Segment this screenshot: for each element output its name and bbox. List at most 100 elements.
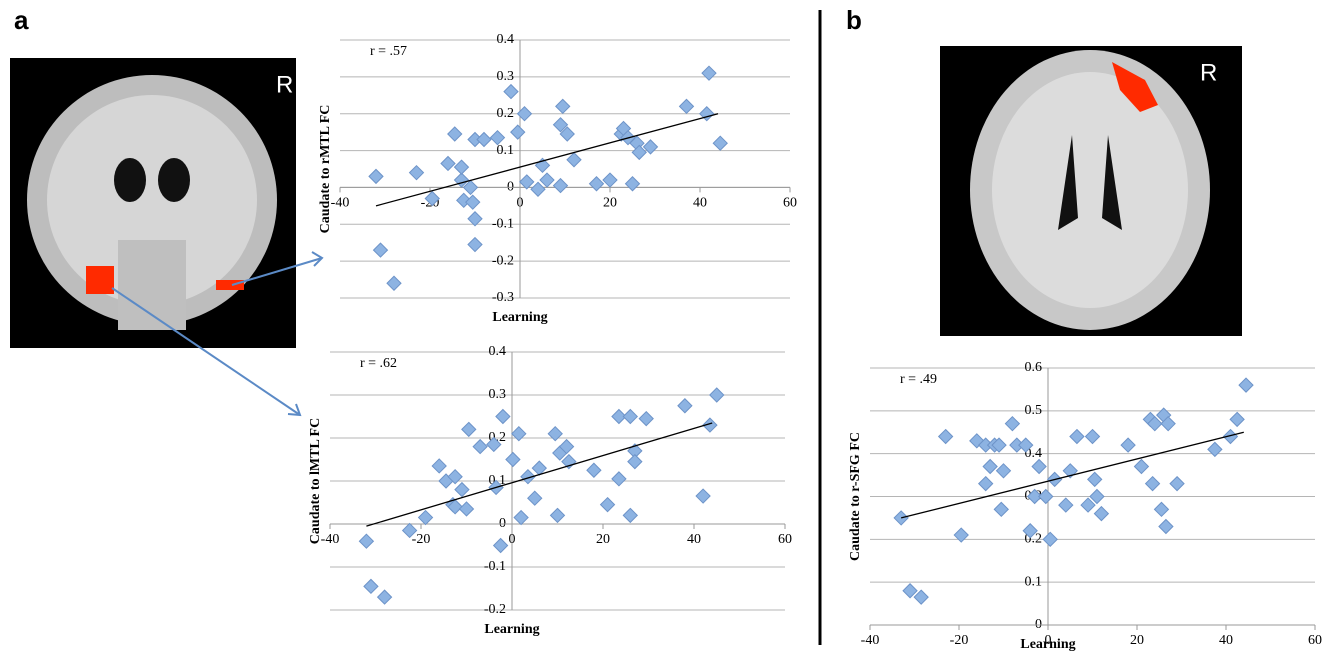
trendline <box>376 114 718 206</box>
y-tick-label: -0.3 <box>492 290 514 305</box>
annotation: r = .57 <box>370 44 407 59</box>
point <box>432 459 446 473</box>
point <box>1086 430 1100 444</box>
point <box>603 173 617 187</box>
y-tick-label: 0.5 <box>1025 403 1043 418</box>
x-tick-label: 20 <box>603 196 617 211</box>
x-tick-label: -40 <box>331 196 350 211</box>
point <box>612 472 626 486</box>
point <box>364 579 378 593</box>
point <box>512 427 526 441</box>
y-axis-title: Caudate to rMTL FC <box>318 105 333 234</box>
x-axis-title: Learning <box>1020 637 1075 652</box>
point <box>696 489 710 503</box>
point <box>680 99 694 113</box>
y-tick-label: 0.2 <box>497 106 515 121</box>
point <box>914 590 928 604</box>
point <box>678 399 692 413</box>
point <box>1170 477 1184 491</box>
point <box>1094 507 1108 521</box>
x-tick-label: 20 <box>596 532 610 547</box>
point <box>903 584 917 598</box>
y-axis-title: Caudate to r-SFG FC <box>848 432 863 561</box>
point <box>520 175 534 189</box>
point <box>528 491 542 505</box>
panel-label: b <box>846 5 862 35</box>
point <box>378 590 392 604</box>
x-tick-label: 40 <box>687 532 701 547</box>
point <box>639 412 653 426</box>
point <box>494 539 508 553</box>
point <box>994 502 1008 516</box>
y-tick-label: 0.1 <box>1025 574 1043 589</box>
x-axis-title: Learning <box>492 310 547 325</box>
point <box>702 66 716 80</box>
x-axis-title: Learning <box>484 622 539 637</box>
brain-axial: R <box>940 46 1242 336</box>
point <box>410 166 424 180</box>
y-tick-label: 0.3 <box>489 387 507 402</box>
point <box>374 243 388 257</box>
point <box>979 477 993 491</box>
point <box>387 276 401 290</box>
annotation: r = .62 <box>360 356 397 371</box>
point <box>504 85 518 99</box>
point <box>359 534 373 548</box>
y-tick-label: -0.2 <box>492 253 514 268</box>
point <box>939 430 953 444</box>
point <box>448 127 462 141</box>
point <box>369 169 383 183</box>
point <box>983 460 997 474</box>
point <box>1134 460 1148 474</box>
point <box>710 388 724 402</box>
point <box>506 453 520 467</box>
point <box>462 422 476 436</box>
y-axis-title: Caudate to lMTL FC <box>308 418 323 544</box>
x-tick-label: -20 <box>412 532 431 547</box>
point <box>997 464 1011 478</box>
point <box>1121 438 1135 452</box>
point <box>1208 442 1222 456</box>
annotation: r = .49 <box>900 372 937 387</box>
point <box>1239 378 1253 392</box>
x-tick-label: -40 <box>321 532 340 547</box>
point <box>473 440 487 454</box>
point <box>477 133 491 147</box>
y-tick-label: -0.2 <box>484 602 506 617</box>
orientation-label: R <box>1200 59 1217 86</box>
point <box>460 502 474 516</box>
point <box>626 177 640 191</box>
x-tick-label: 60 <box>783 196 797 211</box>
point <box>587 463 601 477</box>
brain-coronal: R <box>10 58 296 348</box>
point <box>1088 472 1102 486</box>
point <box>1159 519 1173 533</box>
point <box>623 410 637 424</box>
x-tick-label: 60 <box>778 532 792 547</box>
point <box>455 160 469 174</box>
point <box>590 177 604 191</box>
x-tick-label: 60 <box>1308 633 1322 648</box>
point <box>1005 417 1019 431</box>
point <box>601 498 615 512</box>
point <box>441 156 455 170</box>
y-tick-label: -0.1 <box>492 217 514 232</box>
point <box>419 511 433 525</box>
point <box>496 410 510 424</box>
point <box>548 427 562 441</box>
y-tick-label: 0.6 <box>1025 360 1043 375</box>
figure: a b R R -0.3-0.2-0.100.10.20.30.4-40-200… <box>0 0 1336 653</box>
orientation-label: R <box>276 71 293 98</box>
point <box>554 179 568 193</box>
point <box>567 153 581 167</box>
point <box>556 99 570 113</box>
panel-label: a <box>14 5 29 35</box>
x-tick-label: 40 <box>693 196 707 211</box>
point <box>511 125 525 139</box>
x-tick-label: 20 <box>1130 633 1144 648</box>
x-tick-label: -20 <box>950 633 969 648</box>
y-tick-label: 0.3 <box>497 69 515 84</box>
point <box>468 238 482 252</box>
point <box>540 173 554 187</box>
point <box>713 136 727 150</box>
